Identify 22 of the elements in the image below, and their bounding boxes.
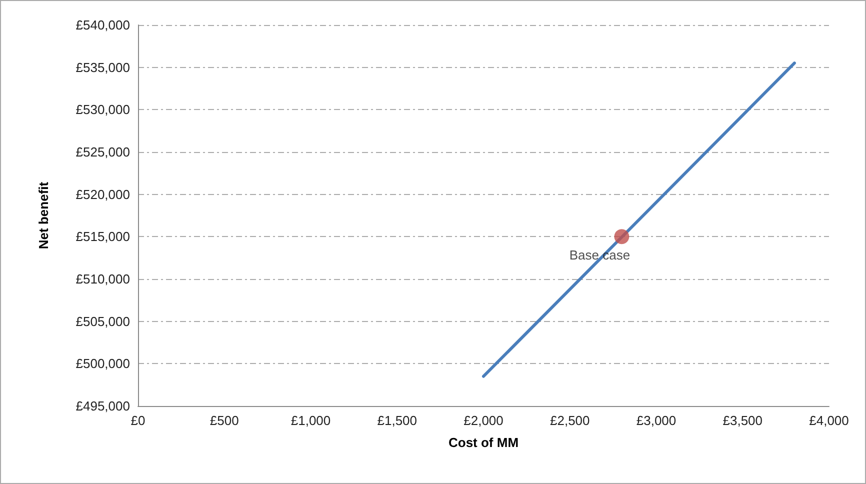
y-tick-label: £500,000 xyxy=(76,356,130,372)
x-tick-label: £3,500 xyxy=(722,413,763,428)
y-tick-label: £495,000 xyxy=(76,398,130,414)
y-axis-title: Net benefit xyxy=(36,181,51,250)
x-tick-label: £4,000 xyxy=(809,413,849,428)
y-tick-label: £505,000 xyxy=(76,314,130,329)
x-tick-label: £1,500 xyxy=(377,413,418,428)
x-tick-label: £500 xyxy=(210,413,239,428)
x-tick-label: £3,000 xyxy=(636,413,676,428)
y-tick-label: £530,000 xyxy=(76,102,130,118)
y-tick-label: £535,000 xyxy=(76,60,130,75)
y-tick-label: £525,000 xyxy=(76,144,130,160)
y-tick-label: £510,000 xyxy=(76,272,130,286)
y-tick-label: £520,000 xyxy=(76,186,130,202)
x-tick-label: £0 xyxy=(130,413,146,428)
x-tick-label: £1,000 xyxy=(290,413,331,428)
y-tick-label: £515,000 xyxy=(76,229,130,244)
x-tick-label: £2,500 xyxy=(550,413,590,428)
annotation: Base case xyxy=(569,248,630,263)
y-tick-label: £540,000 xyxy=(76,18,130,32)
x-axis-title: Cost of MM xyxy=(448,435,519,450)
x-tick-label: £2,000 xyxy=(464,413,504,428)
